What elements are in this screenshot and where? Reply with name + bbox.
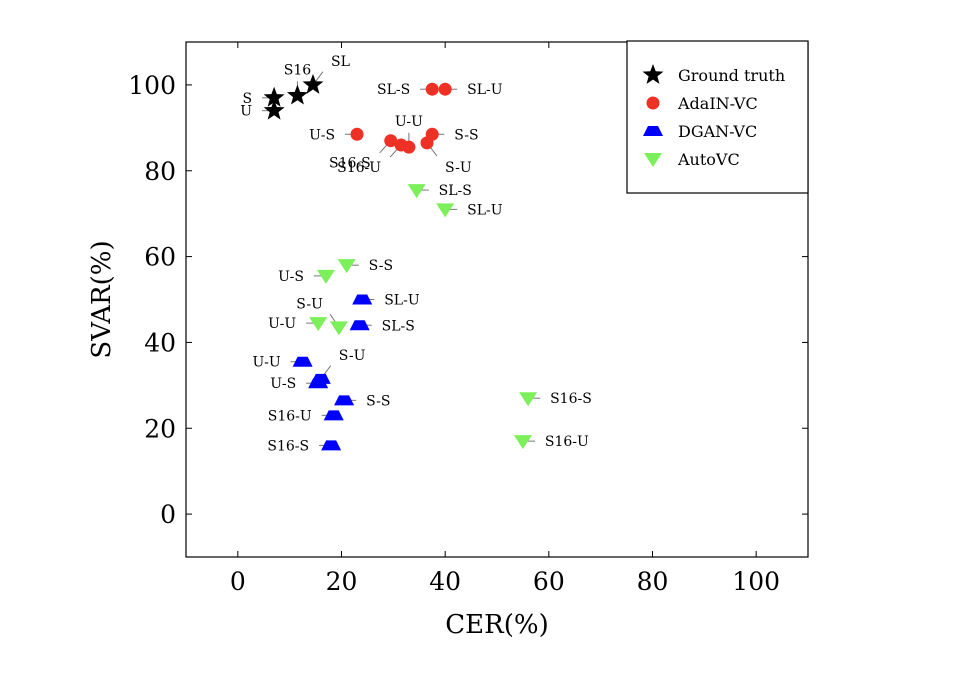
point-label: S16-S (267, 438, 309, 454)
data-point (384, 134, 398, 148)
y-tick-label: 60 (144, 243, 176, 272)
point-label: S-U (296, 296, 323, 312)
point-label: U-U (395, 114, 423, 130)
point-label: U-U (253, 355, 281, 371)
data-point (263, 99, 285, 120)
data-point (350, 127, 364, 141)
data-point (321, 440, 342, 451)
y-tick-label: 0 (160, 500, 176, 529)
point-label: S-U (445, 160, 472, 176)
data-point (309, 317, 328, 332)
legend-marker (642, 64, 664, 84)
data-point (436, 203, 455, 218)
data-point (329, 321, 348, 336)
x-tick-label: 20 (326, 567, 358, 596)
point-label: SL (331, 54, 350, 70)
x-tick-label: 40 (429, 567, 461, 596)
data-point (519, 392, 538, 407)
x-tick-label: 100 (732, 567, 780, 596)
point-label: SL-U (467, 82, 503, 98)
x-tick-label: 0 (230, 567, 246, 596)
point-label: S16-S (329, 156, 371, 172)
legend-entry: AutoVC (677, 150, 740, 169)
point-label: U-S (278, 269, 304, 285)
x-axis-title: CER(%) (445, 610, 548, 640)
point-label: S-S (369, 258, 393, 274)
data-point (425, 82, 439, 96)
data-point (302, 73, 324, 94)
point-label: U-S (309, 127, 335, 143)
point-label: S-S (366, 393, 390, 409)
point-label: U-S (270, 376, 296, 392)
legend: Ground truth AdaIN-VC DGAN-VC AutoVC (626, 40, 809, 194)
point-label: S16-U (337, 160, 381, 176)
point-label: U (240, 104, 252, 120)
point-label: S16-S (550, 391, 592, 407)
series-ground-truth: SU S16 SL (240, 54, 350, 120)
plot-frame (185, 41, 809, 558)
legend-marker (643, 126, 663, 136)
point-label: S (243, 91, 253, 107)
point-label: SL-S (382, 318, 415, 334)
y-tick-label: 20 (144, 414, 176, 443)
point-label: SL-S (439, 183, 472, 199)
legend-entry: AdaIN-VC (677, 94, 758, 113)
data-point (286, 84, 308, 105)
point-label: S16-U (545, 434, 589, 450)
data-point (316, 269, 335, 284)
y-tick-label: 80 (144, 157, 176, 186)
point-label: SL-U (384, 293, 420, 309)
data-point (438, 82, 452, 96)
point-label: SL-U (467, 202, 503, 218)
data-point (334, 395, 355, 406)
point-label: S16-U (268, 408, 312, 424)
y-tick-label: 40 (144, 328, 176, 357)
legend-entry: Ground truth (678, 66, 785, 85)
y-axis-title: SVAR(%) (87, 240, 117, 358)
point-label: U-U (268, 316, 296, 332)
data-point (337, 259, 356, 274)
tick-labels: 0 20 40 60 80 100 0 20 40 60 80 100 (128, 71, 780, 596)
point-label: SL-S (377, 82, 410, 98)
data-point (420, 136, 434, 150)
legend-entry: DGAN-VC (678, 122, 757, 141)
legend-marker (644, 153, 662, 167)
data-point (513, 435, 532, 450)
data-point (263, 86, 285, 107)
data-point (323, 410, 344, 421)
x-tick-label: 60 (533, 567, 565, 596)
legend-box (626, 40, 809, 194)
point-label: S-S (454, 127, 478, 143)
point-label: S16 (284, 63, 311, 79)
data-point (308, 378, 329, 389)
x-tick-label: 80 (637, 567, 669, 596)
y-tick-label: 100 (128, 71, 176, 100)
data-point (407, 184, 426, 199)
data-point (292, 356, 313, 367)
data-point (349, 320, 370, 331)
data-point (352, 294, 373, 305)
legend-marker (646, 96, 660, 110)
data-point (394, 138, 408, 152)
point-label: S-U (339, 348, 366, 364)
